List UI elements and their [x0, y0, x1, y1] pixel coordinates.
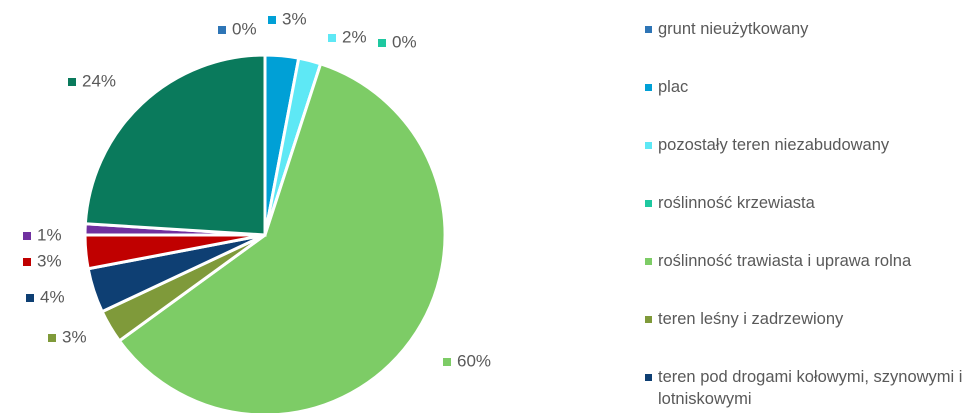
- label-marker: [23, 258, 31, 266]
- data-label: 0%: [392, 32, 417, 51]
- legend-label: grunt nieużytkowany: [658, 20, 809, 38]
- legend-swatch: [645, 258, 652, 265]
- legend-swatch: [645, 374, 652, 381]
- legend-swatch: [645, 26, 652, 33]
- legend-item: plac: [645, 76, 970, 98]
- legend-swatch: [645, 142, 652, 149]
- data-label: 1%: [37, 225, 62, 244]
- legend-item: roślinność trawiasta i uprawa rolna: [645, 250, 970, 272]
- label-marker: [68, 78, 76, 86]
- data-label: 0%: [232, 19, 257, 38]
- legend-label: teren pod drogami kołowymi, szynowymi i …: [658, 368, 963, 408]
- label-marker: [218, 26, 226, 34]
- chart: 0% 3% 2% 0% 60% 3% 4% 3% 1% 24%: [23, 9, 491, 413]
- legend-label: teren leśny i zadrzewiony: [658, 310, 844, 328]
- legend: grunt nieużytkowany plac pozostały teren n…: [645, 0, 971, 413]
- label-marker: [268, 16, 276, 24]
- legend-item: pozostały teren niezabudowany: [645, 134, 970, 156]
- legend-label: roślinność trawiasta i uprawa rolna: [658, 252, 912, 270]
- data-label: 2%: [342, 27, 367, 46]
- legend-item: roślinność krzewiasta: [645, 192, 970, 214]
- label-marker: [48, 334, 56, 342]
- data-label: 4%: [40, 287, 65, 306]
- label-marker: [23, 232, 31, 240]
- data-label: 3%: [37, 251, 62, 270]
- data-label: 3%: [62, 327, 87, 346]
- label-marker: [26, 294, 34, 302]
- data-label: 24%: [82, 71, 116, 90]
- legend-swatch: [645, 84, 652, 91]
- legend-label: pozostały teren niezabudowany: [658, 136, 890, 154]
- legend-swatch: [645, 200, 652, 207]
- label-marker: [443, 358, 451, 366]
- legend-label: roślinność krzewiasta: [658, 194, 815, 212]
- label-marker: [328, 34, 336, 42]
- legend-item: teren pod drogami kołowymi, szynowymi i …: [645, 366, 970, 410]
- legend-swatch: [645, 316, 652, 323]
- legend-item: grunt nieużytkowany: [645, 18, 970, 40]
- data-label: 60%: [457, 351, 491, 370]
- legend-label: plac: [658, 78, 689, 96]
- pie-slice: [83, 53, 267, 237]
- label-marker: [378, 39, 386, 47]
- data-label: 3%: [282, 9, 307, 28]
- pie-slice: [117, 61, 447, 413]
- legend-item: teren leśny i zadrzewiony: [645, 308, 970, 330]
